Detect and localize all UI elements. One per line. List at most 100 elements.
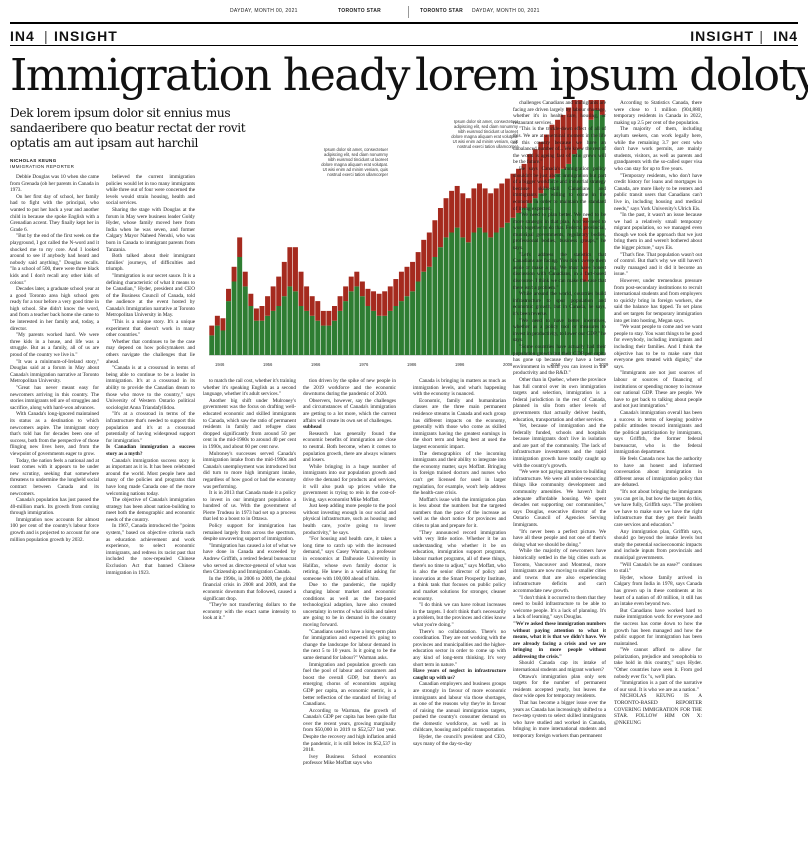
chart-bar-green <box>443 237 449 355</box>
paragraph: The objective of Canada's immigration st… <box>106 497 195 523</box>
chart-bar-green <box>237 257 243 355</box>
chart-bar-green <box>398 301 404 355</box>
paragraph: challenges Canadians and immigrants are … <box>513 100 606 126</box>
x-tick-label: 2016 <box>551 362 561 367</box>
section-name-right: INSIGHT <box>690 28 754 44</box>
chart-bar-red <box>281 261 287 297</box>
chart-bar-red <box>332 306 337 321</box>
paragraph: Debbie Douglas was 10 when she came from… <box>10 174 99 194</box>
chart-bar-red <box>449 190 455 233</box>
chart-bar-green <box>292 291 298 355</box>
paragraph: "I do think we can have robust increases… <box>413 602 506 628</box>
paragraph: "We want people to come and we want peop… <box>614 324 702 370</box>
chart-bar-green <box>209 335 215 355</box>
body-column-7: According to Statistics Canada, there we… <box>614 100 702 846</box>
header-date-left: DAYDAY, MONTH 00, 2021 <box>230 8 298 14</box>
paragraph: Due to the pandemic, the rapidly changin… <box>303 582 396 628</box>
chart-bar-green <box>543 188 549 355</box>
chart-bar-green <box>410 291 416 355</box>
x-tick-label: 2029 <box>599 362 609 367</box>
paragraph: "Immigration is our secret sauce. It is … <box>106 272 195 319</box>
page-number-left: IN4 <box>10 28 35 44</box>
chart-bar-green <box>460 237 466 355</box>
chart-bar-red <box>248 293 254 306</box>
chart-bar-red <box>371 291 377 311</box>
chart-bar-red <box>493 188 499 233</box>
chart-bar-red <box>577 100 583 150</box>
paragraph: Should Canada cap its intake of internat… <box>513 660 606 674</box>
paragraph: While bringing in a huge number of immig… <box>303 463 396 503</box>
paragraph: "We were not paying attention to buildin… <box>513 469 606 528</box>
paragraph: "Will Canada's be an ease?" continues to… <box>614 561 702 575</box>
dek: Dek lorem ipsum dolor sit ennius mus san… <box>10 106 246 150</box>
chart-bar-green <box>231 281 237 355</box>
chart-bar-red <box>337 296 343 311</box>
paragraph: Economic, family and humanitarian classe… <box>413 397 506 450</box>
chart-bar-green <box>426 266 432 355</box>
chart-bar-green <box>265 315 271 355</box>
paragraph: Decades later, a graduate school year at… <box>10 286 99 332</box>
paragraph: "It was a minimum-of-Ireland story," Dou… <box>10 358 99 385</box>
chart-bar-green <box>242 286 248 355</box>
body-column-3: to match the rail cost, whether it's tra… <box>203 378 296 846</box>
chart-bar-red <box>415 252 421 282</box>
paragraph: Have years of neglect in infrastructure … <box>413 668 506 681</box>
chart-bar-green <box>309 315 315 355</box>
paragraph: Both talked about their immigrant famili… <box>106 253 195 273</box>
paragraph: Canada is bringing in matters as much as… <box>413 378 506 398</box>
chart-bar-red <box>359 281 365 297</box>
chart-bar-red <box>387 286 393 311</box>
paragraph: tion driven by the spike of new people i… <box>303 378 396 398</box>
chart-bar-green <box>449 232 455 355</box>
paragraph: "Immigration is a part of the narrative … <box>614 680 702 693</box>
paragraph: "Temporary residents, who don't have cre… <box>614 172 702 212</box>
chart-bar-green <box>343 301 349 355</box>
chart-bar-red <box>421 239 427 272</box>
paragraph: Any immigration plan, Griffith says, sho… <box>614 528 702 561</box>
chart-bar-green <box>248 306 254 355</box>
paragraph: "Immigration has caused a lot of what we… <box>203 542 296 576</box>
chart-annotation-1: Ipsum dolor sit amet, consectetuer adipi… <box>315 146 389 178</box>
paragraph: Canada's immigration success story is as… <box>106 457 195 497</box>
chart-bar-green <box>220 330 226 355</box>
chart-bar-green <box>516 212 522 355</box>
chart-bar-green <box>298 306 304 355</box>
chart-bar-green <box>214 325 220 355</box>
section-rail: IN4 | INSIGHT INSIGHT | IN4 <box>10 22 798 46</box>
chart-bar-green <box>371 310 377 355</box>
chart-bar-red <box>594 100 600 110</box>
byline: NICHOLAS KEUNG IMMIGRATION REPORTER <box>10 158 74 170</box>
paragraph: The demographics of the incoming immigra… <box>413 450 506 497</box>
chart-bar-green <box>577 149 583 355</box>
chart-bar-green <box>320 325 326 355</box>
paragraph: "That's fine. That population wasn't out… <box>614 251 702 278</box>
chart-bar-green <box>326 325 332 355</box>
chart-bar-green <box>454 227 460 355</box>
chart-bar-red <box>566 107 572 164</box>
chart-bar-red <box>231 266 237 282</box>
chart-bar-green <box>365 306 371 355</box>
chart-bar-red <box>226 288 232 302</box>
chart-bar-green <box>276 306 282 355</box>
paragraph: "For housing and health care, it takes a… <box>303 536 396 582</box>
paragraph: to match the rail cost, whether it's tra… <box>203 378 296 398</box>
chart-bar-green <box>337 310 343 355</box>
paragraph: Today, the nation feels a national and a… <box>10 457 99 497</box>
paragraph: There's no collaboration. There's no coo… <box>413 628 506 668</box>
chart-bar-green <box>488 237 494 355</box>
chart-bar-red <box>343 286 349 302</box>
chart-bar-green <box>421 271 427 355</box>
paragraph: "We cannot afford to allow for polarizat… <box>614 647 702 680</box>
chart-bar-red <box>270 286 276 311</box>
chart-bar-red <box>320 310 326 326</box>
chart-bar-red <box>309 296 315 316</box>
chart-bar-green <box>226 301 232 355</box>
chart-bar-red <box>376 293 382 316</box>
body-column-2: believed the current immigration policie… <box>106 174 195 846</box>
chart-bar-red <box>287 247 293 287</box>
paragraph: "In the past, it wasn't an issue because… <box>614 212 702 252</box>
chart-bar-red <box>510 173 516 218</box>
x-tick-label: 1986 <box>407 362 417 367</box>
paragraph: "We need to plan better. We need to be m… <box>513 212 606 252</box>
chart-bar-red <box>538 141 544 194</box>
